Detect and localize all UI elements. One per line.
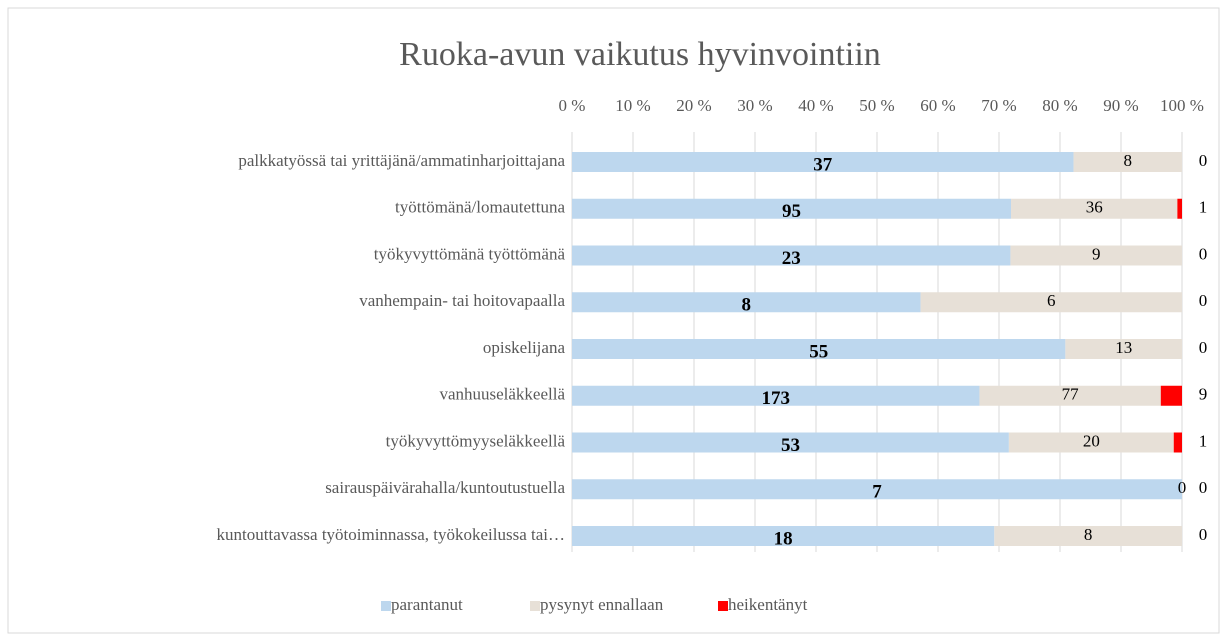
- bar-segment: [1073, 152, 1182, 172]
- x-tick-label: 30 %: [737, 96, 772, 115]
- data-label: 0: [1178, 478, 1187, 497]
- bar-segment: [1177, 198, 1182, 219]
- x-tick-label: 60 %: [920, 96, 955, 115]
- legend-label: pysynyt ennallaan: [540, 595, 664, 614]
- chart-title: Ruoka-avun vaikutus hyvinvointiin: [399, 36, 881, 73]
- data-label: 0: [1199, 151, 1208, 170]
- data-label: 8: [1124, 151, 1133, 170]
- data-label: 55: [809, 341, 828, 362]
- data-label: 173: [761, 388, 790, 409]
- x-tick-label: 90 %: [1103, 96, 1138, 115]
- x-tick-label: 80 %: [1042, 96, 1077, 115]
- y-tick-label: työttömänä/lomautettuna: [395, 198, 565, 217]
- legend-swatch: [530, 601, 540, 611]
- bar-segment: [1008, 432, 1174, 453]
- data-label: 20: [1083, 431, 1100, 450]
- data-label: 1: [1199, 431, 1208, 450]
- y-tick-label: palkkatyössä tai yrittäjänä/ammatinharjo…: [238, 151, 565, 170]
- legend-label: heikentänyt: [728, 595, 808, 614]
- bar-segment: [572, 385, 980, 406]
- y-tick-label: sairauspäivärahalla/kuntoutustuella: [325, 478, 565, 497]
- data-label: 77: [1062, 385, 1080, 404]
- x-tick-label: 10 %: [615, 96, 650, 115]
- data-label: 9: [1092, 244, 1101, 263]
- bar-segment: [572, 526, 995, 546]
- data-label: 1: [1199, 198, 1208, 217]
- data-label: 0: [1199, 291, 1208, 310]
- bar-segment: [1160, 385, 1182, 406]
- legend-swatch: [718, 601, 728, 611]
- y-tick-label: työkyvyttömänä työttömänä: [374, 244, 566, 263]
- bar-segment: [979, 385, 1161, 406]
- bar-segment: [1065, 339, 1182, 359]
- data-label: 18: [774, 528, 793, 549]
- y-tick-label: kuntouttavassa työtoiminnassa, työkokeil…: [217, 525, 565, 544]
- data-label: 0: [1199, 244, 1208, 263]
- bar-segment: [1011, 198, 1178, 219]
- data-label: 9: [1199, 385, 1208, 404]
- bar-segment: [572, 339, 1066, 359]
- data-label: 0: [1199, 338, 1208, 357]
- data-label: 95: [782, 201, 801, 222]
- data-label: 8: [1084, 525, 1093, 544]
- bar-segment: [572, 198, 1012, 219]
- bar-segment: [572, 152, 1074, 172]
- x-tick-label: 20 %: [676, 96, 711, 115]
- y-tick-label: työkyvyttömyyseläkkeellä: [386, 431, 566, 450]
- x-tick-label: 100 %: [1160, 96, 1204, 115]
- data-label: 0: [1199, 525, 1208, 544]
- data-label: 36: [1086, 198, 1103, 217]
- y-tick-label: vanhempain- tai hoitovapaalla: [359, 291, 565, 310]
- bar-segment: [572, 292, 921, 313]
- bar-segment: [572, 479, 1182, 500]
- bar-segment: [572, 245, 1011, 266]
- x-tick-label: 50 %: [859, 96, 894, 115]
- x-tick-label: 70 %: [981, 96, 1016, 115]
- data-label: 8: [742, 295, 752, 316]
- bar-segment: [920, 292, 1182, 313]
- bar-segment: [1010, 245, 1182, 266]
- bar-segment: [572, 432, 1009, 453]
- legend-label: parantanut: [391, 595, 463, 614]
- bar-segment: [994, 526, 1182, 546]
- data-label: 0: [1199, 478, 1208, 497]
- y-tick-label: vanhuuseläkkeellä: [439, 385, 565, 404]
- data-label: 13: [1115, 338, 1132, 357]
- bar-segment: [1173, 432, 1182, 453]
- data-label: 6: [1047, 291, 1056, 310]
- y-tick-label: opiskelijana: [483, 338, 566, 357]
- x-tick-label: 0 %: [559, 96, 586, 115]
- legend-swatch: [381, 601, 391, 611]
- data-label: 53: [781, 435, 800, 456]
- x-tick-label: 40 %: [798, 96, 833, 115]
- data-label: 37: [813, 154, 833, 175]
- data-label: 23: [782, 248, 801, 269]
- data-label: 7: [872, 482, 882, 503]
